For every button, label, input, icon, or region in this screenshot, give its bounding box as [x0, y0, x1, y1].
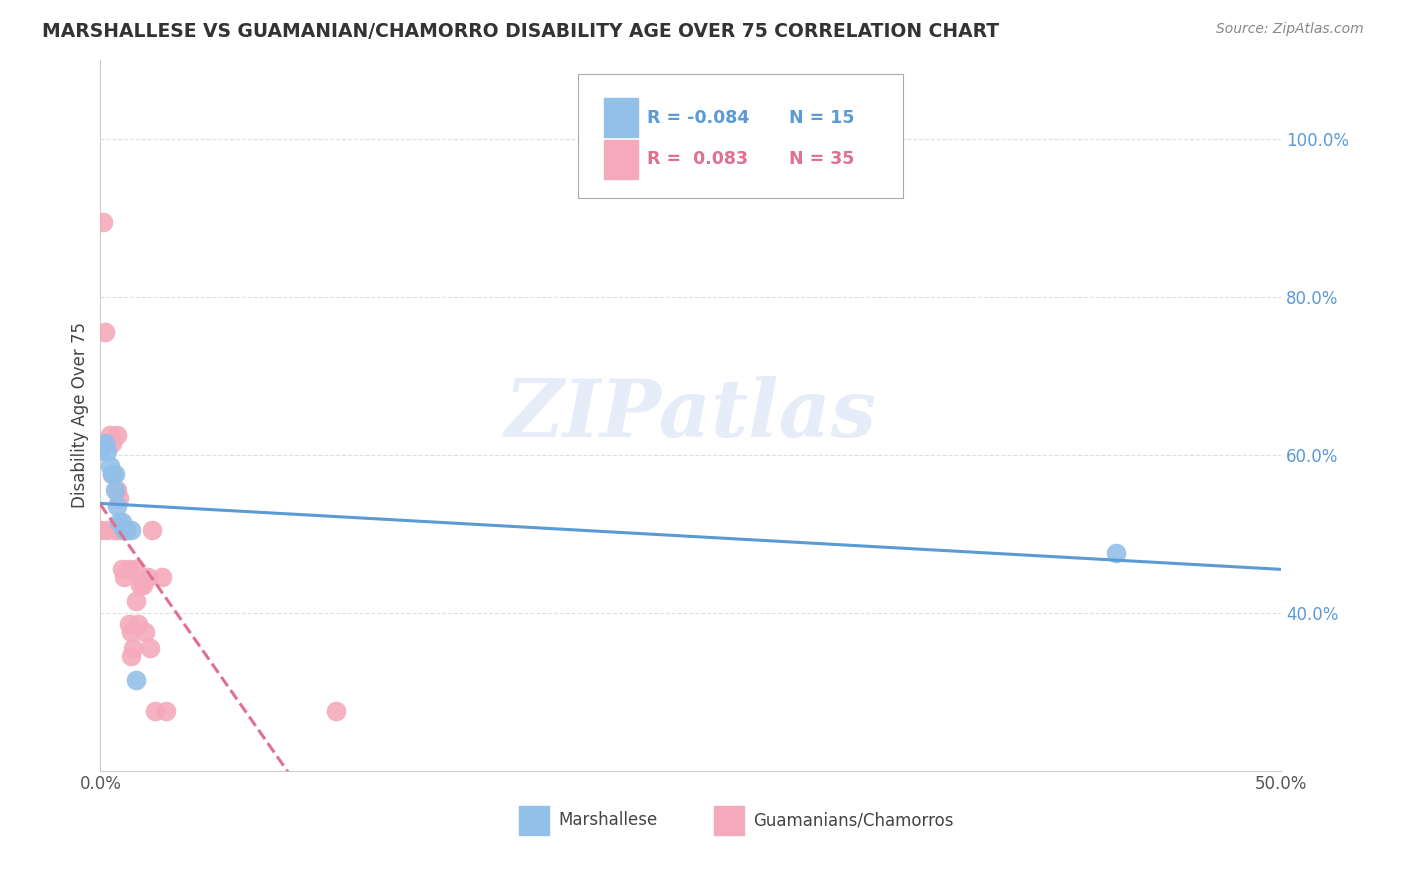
Point	[118, 617, 141, 632]
Text: MARSHALLESE VS GUAMANIAN/CHAMORRO DISABILITY AGE OVER 75 CORRELATION CHART: MARSHALLESE VS GUAMANIAN/CHAMORRO DISABI…	[42, 22, 1000, 41]
Point	[112, 523, 135, 537]
Bar	[714, 806, 744, 835]
Point	[112, 570, 135, 584]
Point	[91, 214, 114, 228]
Point	[115, 523, 138, 537]
Point	[105, 483, 128, 497]
Point	[141, 523, 163, 537]
Text: N = 35: N = 35	[789, 150, 853, 168]
Text: Guamanians/Chamorros: Guamanians/Chamorros	[754, 812, 953, 830]
Point	[110, 562, 132, 576]
Point	[125, 593, 148, 607]
Point	[101, 467, 124, 482]
Point	[112, 523, 135, 537]
Point	[122, 641, 145, 656]
Text: ZIPatlas: ZIPatlas	[505, 376, 877, 454]
Point	[129, 578, 152, 592]
Point	[155, 704, 177, 718]
Bar	[519, 806, 548, 835]
Bar	[605, 98, 637, 137]
Point	[101, 435, 124, 450]
Point	[89, 443, 111, 458]
Point	[127, 617, 149, 632]
Point	[120, 523, 142, 537]
Point	[112, 523, 135, 537]
Point	[139, 641, 162, 656]
Point	[103, 523, 125, 537]
Point	[98, 459, 121, 474]
Point	[325, 704, 347, 718]
Point	[108, 491, 131, 505]
Y-axis label: Disability Age Over 75: Disability Age Over 75	[72, 322, 89, 508]
Point	[136, 570, 159, 584]
Point	[115, 523, 138, 537]
Point	[132, 578, 155, 592]
Point	[101, 467, 124, 482]
Point	[118, 562, 141, 576]
Point	[1105, 546, 1128, 560]
FancyBboxPatch shape	[578, 74, 903, 198]
Point	[105, 427, 128, 442]
Point	[120, 648, 142, 663]
Point	[103, 467, 125, 482]
Point	[96, 523, 118, 537]
Point	[105, 499, 128, 513]
Point	[143, 704, 166, 718]
Point	[150, 570, 173, 584]
Point	[110, 515, 132, 529]
Point	[94, 435, 117, 450]
Point	[89, 523, 111, 537]
Bar	[605, 139, 637, 178]
Point	[94, 325, 117, 339]
Point	[120, 625, 142, 640]
Text: R = -0.084: R = -0.084	[647, 109, 749, 127]
Point	[134, 625, 156, 640]
Point	[108, 515, 131, 529]
Point	[125, 673, 148, 687]
Text: Source: ZipAtlas.com: Source: ZipAtlas.com	[1216, 22, 1364, 37]
Point	[96, 443, 118, 458]
Point	[98, 427, 121, 442]
Text: Marshallese: Marshallese	[558, 812, 658, 830]
Text: R =  0.083: R = 0.083	[647, 150, 748, 168]
Point	[125, 562, 148, 576]
Point	[108, 523, 131, 537]
Point	[103, 483, 125, 497]
Text: N = 15: N = 15	[789, 109, 855, 127]
